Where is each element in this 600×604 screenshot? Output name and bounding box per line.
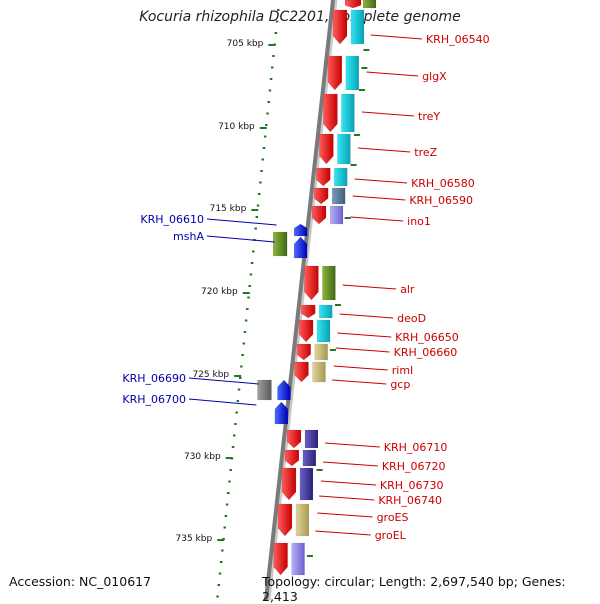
cog-category-block (295, 503, 310, 537)
forward-gene-arrow (296, 343, 311, 361)
scale-label: 710 kbp (218, 122, 255, 132)
right-label-leader (357, 147, 411, 153)
right-label-leader (366, 71, 419, 77)
forward-gene-arrow (281, 467, 297, 501)
right-gene-label: rimI (392, 364, 414, 377)
right-gene-label: KRH_06540 (426, 33, 490, 46)
right-gene-label: KRH_06710 (384, 441, 448, 454)
cog-category-block (362, 0, 377, 9)
map-title: Kocuria rhizophila DC2201, complete geno… (139, 9, 461, 25)
right-label-leader (342, 284, 397, 290)
right-gene-label: glgX (422, 70, 447, 83)
cog-category-block (337, 133, 351, 165)
genome-backbone (264, 0, 335, 600)
cog-category-block (350, 9, 365, 45)
right-label-leader (354, 178, 408, 184)
right-gene-label: KRH_06580 (411, 177, 475, 190)
right-label-leader (362, 111, 415, 117)
scale-label: 715 kbp (210, 204, 247, 214)
forward-gene-arrow (344, 0, 362, 9)
right-label-leader (337, 332, 392, 338)
cog-category-block (291, 542, 305, 576)
left-gene-label: KRH_06610 (140, 213, 204, 226)
right-label-leader (319, 495, 375, 501)
cog-category-block (331, 187, 346, 205)
cog-category-block (257, 379, 272, 401)
right-label-leader (335, 347, 390, 353)
right-gene-label: KRH_06660 (394, 346, 458, 359)
right-label-leader (317, 512, 373, 518)
right-gene-label: KRH_06720 (382, 460, 446, 473)
reverse-gene-arrow (293, 223, 308, 237)
left-gene-label: KRH_06690 (122, 372, 186, 385)
reverse-gene-arrow (274, 401, 289, 425)
forward-gene-arrow (327, 55, 343, 91)
scale-label: 705 kbp (227, 39, 264, 49)
cog-category-block (302, 449, 317, 467)
cog-category-block (272, 231, 288, 257)
right-gene-label: KRH_06740 (378, 494, 442, 507)
forward-gene-arrow (284, 449, 300, 467)
cog-category-block (304, 429, 319, 449)
forward-gene-arrow (273, 542, 288, 576)
cog-category-block (345, 55, 360, 91)
left-label-leader (188, 377, 259, 385)
forward-gene-arrow (294, 361, 309, 383)
left-label-leader (206, 218, 277, 226)
forward-gene-arrow (286, 429, 302, 449)
forward-gene-arrow (277, 503, 293, 537)
scale-label: 720 kbp (201, 287, 238, 297)
cog-category-block (318, 304, 333, 319)
forward-gene-arrow (298, 319, 314, 343)
right-gene-label: treY (418, 110, 440, 123)
cog-category-block (341, 93, 355, 133)
right-label-leader (339, 313, 394, 319)
cog-category-block (299, 467, 314, 501)
right-label-leader (333, 365, 388, 371)
cog-category-block (329, 205, 344, 225)
cog-category-block (322, 265, 336, 301)
right-label-leader (332, 379, 387, 385)
forward-gene-arrow (323, 93, 338, 133)
reverse-gene-arrow (277, 379, 291, 401)
right-gene-label: KRH_06590 (409, 194, 473, 207)
right-gene-label: groES (377, 511, 409, 524)
scale-label: 725 kbp (192, 370, 229, 380)
right-gene-label: groEL (375, 529, 407, 542)
left-label-leader (188, 398, 257, 406)
right-label-leader (320, 480, 376, 486)
left-gene-label: KRH_06700 (122, 393, 186, 406)
left-label-leader (206, 235, 275, 243)
cog-category-block (316, 319, 331, 343)
forward-gene-arrow (311, 205, 327, 225)
accession-text: Accession: NC_010617 (9, 574, 152, 589)
right-label-leader (352, 195, 406, 201)
right-label-leader (370, 34, 423, 40)
left-gene-label: mshA (173, 230, 204, 243)
forward-gene-arrow (304, 265, 319, 301)
scale-label: 735 kbp (176, 534, 213, 544)
right-label-leader (322, 461, 378, 467)
right-gene-label: KRH_06650 (395, 331, 459, 344)
right-gene-label: KRH_06730 (380, 479, 444, 492)
forward-gene-arrow (319, 133, 334, 165)
right-gene-label: gcp (390, 378, 410, 391)
right-label-leader (325, 442, 380, 448)
right-gene-label: ino1 (407, 215, 431, 228)
right-label-leader (315, 530, 371, 536)
right-gene-label: deoD (397, 312, 426, 325)
reverse-gene-arrow (293, 236, 308, 259)
right-gene-label: alr (400, 283, 415, 296)
cog-category-block (333, 167, 348, 187)
scale-label: 730 kbp (184, 452, 221, 462)
cog-category-block (314, 343, 328, 361)
right-gene-label: treZ (414, 146, 437, 159)
cog-category-block (312, 361, 326, 383)
forward-gene-arrow (300, 304, 316, 319)
right-label-leader (350, 216, 404, 222)
forward-gene-arrow (315, 167, 331, 187)
forward-gene-arrow (332, 9, 348, 45)
forward-gene-arrow (313, 187, 329, 205)
